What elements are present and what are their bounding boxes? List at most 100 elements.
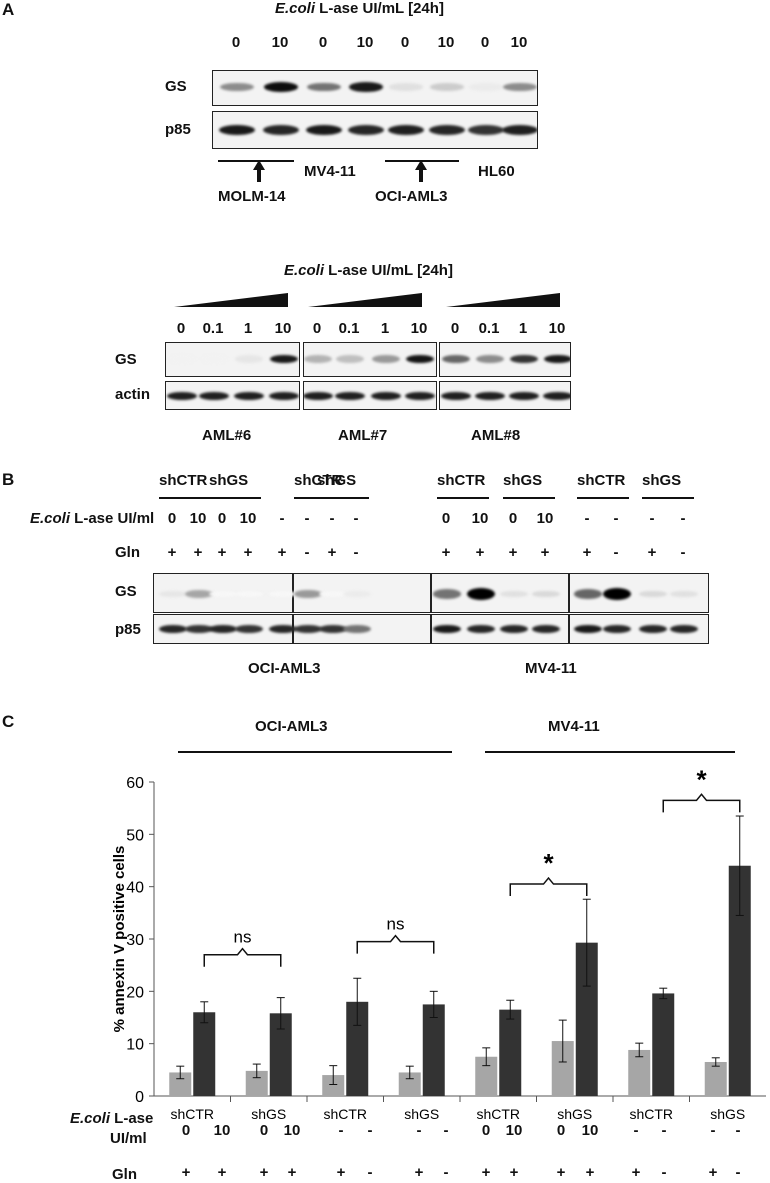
protein-band bbox=[502, 125, 537, 135]
blot-a-bottom-gs-2 bbox=[303, 342, 437, 377]
sample-aml8: AML#8 bbox=[471, 427, 521, 444]
bar bbox=[245, 1070, 268, 1096]
gln-status-value: - bbox=[661, 1164, 667, 1181]
lane-dose-label: 0 bbox=[231, 34, 241, 51]
arrow-up-icon bbox=[415, 160, 427, 182]
group-underline bbox=[503, 497, 555, 499]
protein-band bbox=[306, 125, 342, 135]
gln-status-value: + bbox=[508, 544, 518, 561]
protein-band bbox=[442, 355, 470, 363]
panel-c-letter: C bbox=[2, 712, 15, 731]
protein-band bbox=[603, 625, 631, 633]
gradient-wedge-icon bbox=[174, 293, 288, 307]
x-category-label: shCTR bbox=[170, 1106, 214, 1122]
protein-band bbox=[532, 590, 560, 598]
y-tick-label: 20 bbox=[126, 984, 144, 1001]
blot-divider bbox=[568, 574, 570, 612]
bar bbox=[551, 1041, 574, 1096]
lase-italic: E.coli bbox=[30, 510, 71, 527]
protein-band bbox=[264, 82, 298, 92]
protein-band bbox=[544, 355, 570, 363]
group-label-shctr: shCTR bbox=[159, 472, 208, 489]
blot-a-top-gs bbox=[212, 70, 538, 106]
lase-dose-value: 0 bbox=[556, 1122, 566, 1139]
lase-dose-value: 10 bbox=[239, 510, 257, 527]
group-underline bbox=[642, 497, 694, 499]
bar bbox=[628, 1049, 651, 1096]
lase-dose-value: 0 bbox=[259, 1122, 269, 1139]
lane-dose-label: 10 bbox=[274, 320, 292, 337]
bar bbox=[652, 993, 675, 1096]
protein-band bbox=[433, 589, 461, 599]
lase-dose-value: - bbox=[649, 510, 655, 527]
x-category-label: shCTR bbox=[629, 1106, 673, 1122]
panel-b-letter: B bbox=[2, 470, 15, 489]
lane-dose-label: 0 bbox=[318, 34, 328, 51]
gln-status-value: + bbox=[327, 544, 337, 561]
protein-band bbox=[263, 125, 299, 135]
blot-a-bottom-actin-1 bbox=[165, 381, 300, 410]
lase-dose-value: 0 bbox=[481, 1122, 491, 1139]
bar bbox=[575, 942, 598, 1096]
lase-dose-value: - bbox=[584, 510, 590, 527]
gln-status-value: + bbox=[277, 544, 287, 561]
lase-dose-value: - bbox=[338, 1122, 344, 1139]
lase-dose-value: - bbox=[661, 1122, 667, 1139]
gln-status-value: + bbox=[540, 544, 550, 561]
lase-rest: L-ase UI/ml bbox=[70, 510, 155, 527]
lase-dose-value: 10 bbox=[581, 1122, 599, 1139]
protein-band bbox=[430, 83, 464, 91]
significance-label: ns bbox=[234, 928, 252, 947]
y-tick-label: 50 bbox=[126, 827, 144, 844]
row-label-p85: p85 bbox=[165, 121, 191, 138]
group-label-shctr: shCTR bbox=[294, 472, 343, 489]
gln-status-value: + bbox=[441, 544, 451, 561]
lane-dose-label: 1 bbox=[380, 320, 390, 337]
row-label-actin: actin bbox=[115, 386, 151, 403]
gln-status-value: + bbox=[475, 544, 485, 561]
lane-dose-label: 10 bbox=[548, 320, 566, 337]
lase-dose-value: - bbox=[710, 1122, 716, 1139]
protein-band bbox=[500, 625, 528, 633]
bar bbox=[269, 1013, 292, 1096]
cell-line-molm14: MOLM-14 bbox=[218, 188, 286, 205]
cell-line-hl60: HL60 bbox=[478, 163, 515, 180]
cell-line-ociaml3: OCI-AML3 bbox=[375, 188, 448, 205]
cell-line-mv411: MV4-11 bbox=[525, 660, 577, 677]
blot-divider bbox=[430, 574, 432, 612]
lase-dose-value: - bbox=[633, 1122, 639, 1139]
protein-band bbox=[509, 392, 539, 400]
gln-status-value: + bbox=[631, 1164, 641, 1181]
cell-line-ociaml3: OCI-AML3 bbox=[255, 718, 328, 735]
protein-band bbox=[503, 82, 537, 92]
protein-band bbox=[574, 589, 602, 599]
lase-dose-value: - bbox=[735, 1122, 741, 1139]
significance-bracket bbox=[509, 876, 588, 897]
protein-band bbox=[235, 355, 263, 363]
lase-italic: E.coli bbox=[70, 1110, 111, 1127]
lane-dose-label: 10 bbox=[356, 34, 374, 51]
gln-status-value: - bbox=[680, 544, 686, 561]
protein-band bbox=[574, 625, 602, 633]
gln-label-c: Gln bbox=[112, 1166, 137, 1183]
lane-dose-label: 0 bbox=[312, 320, 322, 337]
gln-status-value: + bbox=[509, 1164, 519, 1181]
sample-aml7: AML#7 bbox=[338, 427, 388, 444]
protein-band bbox=[467, 588, 495, 600]
lane-dose-label: 0 bbox=[176, 320, 186, 337]
protein-band bbox=[405, 392, 435, 400]
bar bbox=[193, 1012, 216, 1096]
title-rest: L-ase UI/mL [24h] bbox=[315, 0, 444, 17]
lane-dose-label: 0 bbox=[450, 320, 460, 337]
protein-band bbox=[200, 355, 228, 363]
protein-band bbox=[349, 82, 383, 92]
blot-a-bottom-gs-3 bbox=[439, 342, 571, 377]
gln-status-value: + bbox=[259, 1164, 269, 1181]
protein-band bbox=[209, 625, 237, 633]
significance-bracket bbox=[662, 793, 741, 813]
gln-status-value: + bbox=[708, 1164, 718, 1181]
protein-band bbox=[167, 392, 197, 400]
protein-band bbox=[639, 625, 667, 633]
gln-status-value: + bbox=[556, 1164, 566, 1181]
panel-a-bottom-title: E.coli L-ase UI/mL [24h] bbox=[284, 262, 453, 279]
